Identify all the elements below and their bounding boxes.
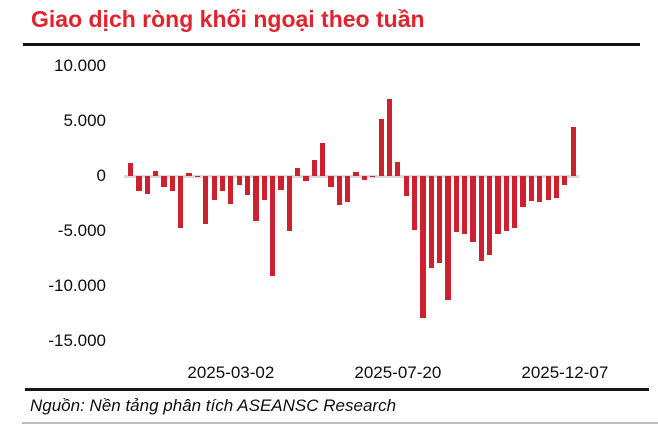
x-tick-label: 2025-07-20 (354, 363, 442, 382)
y-tick-label: -15.000 (48, 331, 106, 350)
y-tick-label: 10.000 (54, 56, 106, 75)
bar-week-45 (503, 176, 510, 231)
footer-divider (25, 388, 649, 391)
bar-week-28 (361, 176, 368, 181)
bar-week-36 (428, 176, 434, 269)
bar-week-46 (512, 176, 518, 228)
bar-week-15 (253, 176, 259, 222)
zero-gridline (124, 175, 579, 178)
bar-week-0 (128, 162, 134, 176)
bar-week-42 (478, 176, 484, 261)
bar-week-16 (261, 176, 267, 201)
bar-week-30 (378, 118, 384, 176)
title-underline (23, 43, 640, 46)
bar-week-49 (537, 176, 543, 203)
bar-week-33 (403, 176, 409, 196)
bar-week-7 (186, 173, 192, 176)
bar-week-43 (487, 176, 493, 256)
bar-week-18 (278, 176, 284, 191)
source-note: Nguồn: Nền tảng phân tích ASEANSC Resear… (30, 396, 397, 415)
bar-week-29 (370, 176, 376, 178)
bar-week-52 (562, 176, 568, 185)
bar-week-44 (495, 176, 501, 235)
y-tick-label: 5.000 (63, 111, 106, 130)
bar-week-22 (311, 159, 317, 176)
bar-week-13 (236, 176, 242, 185)
y-tick-label: -5.000 (57, 221, 106, 240)
bar-week-21 (303, 176, 309, 181)
bar-week-27 (353, 171, 359, 176)
bar-week-14 (244, 176, 251, 195)
bar-week-23 (320, 143, 326, 176)
x-tick-label: 2025-03-02 (187, 363, 275, 382)
bar-week-53 (570, 126, 576, 176)
bar-week-47 (520, 176, 526, 207)
bar-week-4 (161, 176, 167, 187)
bar-week-24 (328, 176, 334, 187)
bar-week-3 (153, 170, 159, 176)
x-tick-label: 2025-12-07 (521, 363, 609, 382)
bar-week-12 (228, 176, 234, 204)
bar-week-17 (269, 176, 276, 277)
bar-week-25 (336, 176, 343, 205)
bar-week-32 (395, 161, 401, 176)
bar-week-2 (144, 176, 150, 194)
bar-week-48 (528, 176, 535, 202)
bar-week-37 (436, 176, 443, 263)
bar-week-51 (553, 176, 560, 198)
y-tick-label: -10.000 (48, 276, 106, 295)
bar-week-40 (462, 176, 468, 235)
bar-week-10 (211, 176, 217, 201)
bar-week-20 (295, 168, 301, 176)
bar-week-34 (411, 176, 418, 230)
bar-week-11 (219, 176, 226, 191)
bar-week-9 (203, 176, 209, 225)
plot-area: 10.000 5.000 0 -5.000 -10.000 -15.000 2025-03… (0, 48, 658, 388)
bar-week-6 (178, 176, 184, 228)
bar-week-31 (386, 99, 393, 176)
bar-week-39 (453, 176, 459, 233)
bar-week-38 (445, 176, 451, 301)
bar-week-26 (345, 176, 351, 203)
y-tick-label: 0 (96, 166, 106, 185)
bottom-border (22, 422, 658, 424)
bar-week-8 (194, 176, 201, 178)
bar-week-50 (545, 176, 551, 201)
bar-week-1 (136, 176, 142, 191)
bar-week-5 (169, 176, 176, 191)
chart-title: Giao dịch ròng khối ngoại theo tuần (31, 6, 425, 32)
bar-week-35 (420, 176, 426, 318)
bar-week-41 (470, 176, 476, 242)
bar-week-19 (286, 176, 292, 231)
